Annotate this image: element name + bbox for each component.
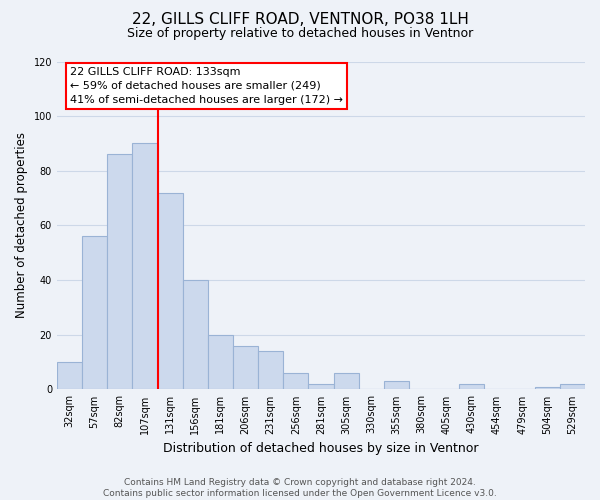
Bar xyxy=(308,384,334,390)
Bar xyxy=(107,154,133,390)
Bar xyxy=(233,346,258,390)
Bar xyxy=(459,384,484,390)
Bar xyxy=(334,373,359,390)
Text: 22 GILLS CLIFF ROAD: 133sqm
← 59% of detached houses are smaller (249)
41% of se: 22 GILLS CLIFF ROAD: 133sqm ← 59% of det… xyxy=(70,67,343,105)
Bar xyxy=(208,335,233,390)
Bar xyxy=(82,236,107,390)
Bar xyxy=(133,144,158,390)
Bar xyxy=(384,381,409,390)
Bar xyxy=(258,351,283,390)
Bar xyxy=(182,280,208,390)
Text: Size of property relative to detached houses in Ventnor: Size of property relative to detached ho… xyxy=(127,28,473,40)
Bar xyxy=(560,384,585,390)
Bar xyxy=(158,192,182,390)
Text: Contains HM Land Registry data © Crown copyright and database right 2024.
Contai: Contains HM Land Registry data © Crown c… xyxy=(103,478,497,498)
Bar xyxy=(535,386,560,390)
X-axis label: Distribution of detached houses by size in Ventnor: Distribution of detached houses by size … xyxy=(163,442,479,455)
Y-axis label: Number of detached properties: Number of detached properties xyxy=(15,132,28,318)
Text: 22, GILLS CLIFF ROAD, VENTNOR, PO38 1LH: 22, GILLS CLIFF ROAD, VENTNOR, PO38 1LH xyxy=(131,12,469,28)
Bar xyxy=(57,362,82,390)
Bar xyxy=(283,373,308,390)
